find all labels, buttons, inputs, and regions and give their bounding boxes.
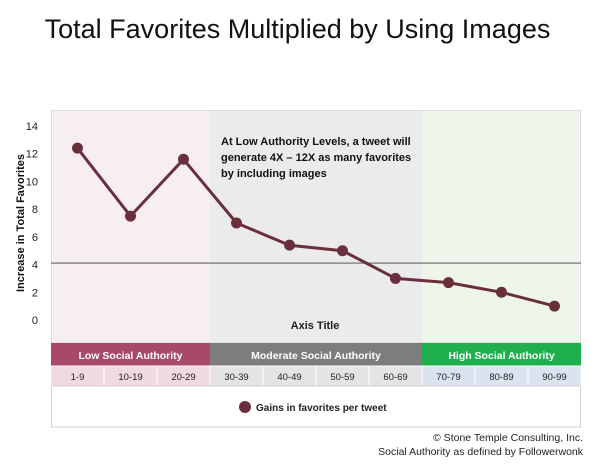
band-header-label: High Social Authority (448, 350, 555, 362)
x-tick-label: 40-49 (277, 372, 301, 383)
footer-copyright: © Stone Temple Consulting, Inc. (433, 432, 583, 444)
data-point (125, 210, 136, 222)
y-tick-label: 10 (26, 176, 38, 188)
x-tick-label: 20-29 (171, 372, 195, 383)
data-point (231, 217, 242, 229)
data-point (549, 300, 560, 312)
x-axis-title: Axis Title (291, 320, 340, 332)
annotation-line-0: At Low Authority Levels, a tweet will (221, 136, 411, 148)
data-points (72, 142, 560, 312)
x-tick-label: 80-89 (489, 372, 513, 383)
y-tick-label: 2 (32, 287, 38, 299)
data-point (443, 277, 454, 289)
chart-annotation: At Low Authority Levels, a tweet will gen… (221, 136, 411, 180)
annotation-line-1: generate 4X – 12X as many favorites (221, 152, 411, 164)
y-axis-label: Increase in Total Favorites (15, 154, 27, 292)
y-tick-label: 6 (32, 232, 38, 244)
page-title: Total Favorites Multiplied by Using Imag… (44, 14, 551, 44)
band-header-2 (422, 343, 581, 366)
data-point (390, 272, 401, 284)
y-tick-label: 4 (32, 260, 38, 272)
x-tick-label: 90-99 (542, 372, 566, 383)
y-tick-label: 0 (32, 315, 38, 327)
x-tick-label: 10-19 (118, 372, 142, 383)
data-point (337, 245, 348, 257)
y-tick-label: 12 (26, 149, 38, 161)
legend-marker (239, 401, 251, 413)
x-tick-label: 60-69 (383, 372, 407, 383)
data-point (284, 239, 295, 251)
series-line (76, 147, 555, 308)
footer-note: Social Authority as defined by Followerw… (378, 446, 583, 458)
plot-border (51, 110, 581, 343)
x-tick-label: 50-59 (330, 372, 354, 383)
band-header-0 (51, 343, 210, 366)
y-tick-label: 14 (26, 121, 38, 133)
footer: © Stone Temple Consulting, Inc. Social A… (378, 431, 583, 459)
x-tick-label: 30-39 (224, 372, 248, 383)
data-point (496, 286, 507, 298)
category-cells: 1-9 10-19 20-29 30-39 40-49 50-59 60-69 70-79 80… (50, 365, 582, 387)
x-tick-label: 70-79 (436, 372, 460, 383)
band-backgrounds (51, 110, 581, 343)
y-axis: 0 2 4 6 8 10 12 14 (26, 121, 38, 327)
band-header-1 (210, 343, 422, 366)
y-tick-label: 8 (32, 204, 38, 216)
band-headers: Low Social Authority Moderate Social Auth… (51, 343, 581, 366)
band-header-label: Moderate Social Authority (251, 350, 381, 362)
band-header-label: Low Social Authority (78, 350, 182, 362)
legend-label: Gains in favorites per tweet (256, 403, 387, 414)
legend-box (51, 385, 581, 428)
data-point (72, 142, 83, 154)
annotation-line-2: by including images (221, 168, 327, 180)
data-point (178, 153, 189, 165)
x-tick-label: 1-9 (71, 372, 85, 383)
